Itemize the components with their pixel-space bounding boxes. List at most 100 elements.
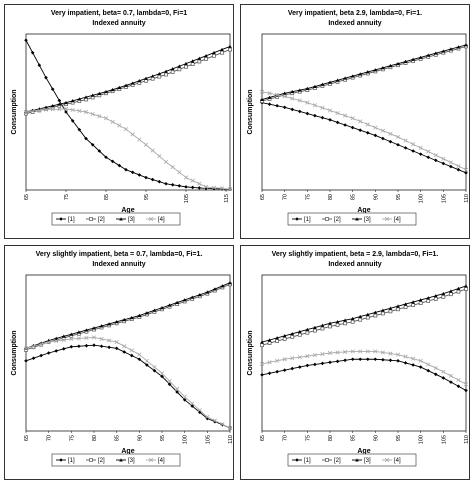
series-line-3 [261,285,467,343]
data-point [183,175,189,180]
data-point [456,163,461,169]
chart-subtitle: Indexed annuity [328,261,381,268]
data-point [411,142,416,147]
data-point [30,50,35,55]
data-point [297,329,302,334]
data-point [107,322,111,326]
data-point [90,93,95,97]
data-point [190,401,195,406]
data-point [61,334,66,338]
data-point [104,155,108,160]
series-markers-3 [24,44,232,114]
data-point [350,116,355,121]
data-point [388,131,393,136]
legend-swatch-marker [355,217,359,221]
series-line-2 [261,46,467,102]
data-point [313,328,317,333]
data-point [157,154,162,159]
data-point [464,171,468,175]
data-point [114,320,119,324]
data-point [305,86,310,91]
data-point [373,133,378,138]
legend-swatch-marker [89,458,93,462]
data-point [220,47,224,52]
data-point [403,138,408,143]
data-point [426,149,431,154]
data-point [97,114,102,119]
legend-label: [1] [304,458,311,464]
chart-panel-3: Very slightly impatient, beta = 0.7, lam… [4,245,234,480]
data-point [170,183,175,187]
data-point [297,88,302,92]
data-point [259,89,265,94]
data-point [312,352,317,358]
data-point [84,335,89,341]
data-point [220,284,225,288]
chart-title: Very impatient, beta 2.9, lambda=0, Fi=1… [288,10,422,17]
data-point [373,68,378,72]
data-point [290,331,295,336]
data-point [84,136,88,141]
data-point [350,319,355,324]
data-point [159,371,165,376]
data-point [380,128,385,133]
data-point [114,346,119,351]
series-markers-4 [23,335,233,430]
data-point [144,358,149,363]
data-point [219,186,225,191]
data-point [220,50,224,55]
data-point [117,123,122,128]
x-tick-label: 90 [373,435,379,441]
legend-label: [3] [364,458,371,464]
data-point [182,398,187,402]
data-point [433,158,438,163]
data-point [150,148,155,153]
data-point [275,358,280,363]
data-point [157,179,162,184]
data-point [227,187,233,192]
data-point [130,132,135,137]
data-point [290,356,295,361]
data-point [212,418,217,423]
data-point [449,292,453,297]
data-point [205,290,210,294]
legend-label: [4] [158,458,165,464]
data-point [403,354,408,359]
data-point [358,317,363,322]
data-point [90,142,95,147]
x-tick-label: 70 [283,435,289,441]
data-point [418,298,423,302]
data-point [83,109,89,115]
series-line-1 [261,358,467,391]
data-point [433,51,438,55]
data-point [92,326,96,330]
data-point [290,89,295,94]
data-point [388,309,393,314]
x-tick-label: 110 [228,435,234,444]
data-point [84,328,89,332]
data-point [117,163,122,168]
data-point [170,70,175,74]
x-tick-label: 85 [351,435,357,441]
data-point [137,79,142,83]
data-point [449,47,453,51]
data-point [129,348,134,353]
data-point [373,310,378,314]
chart-title: Very impatient, beta= 0.7, lambda=0, Fi=… [51,10,187,17]
data-point [50,107,55,112]
data-point [197,410,202,415]
data-point [433,372,438,377]
data-point [448,160,453,165]
data-point [61,337,66,343]
data-point [77,330,81,334]
data-point [313,325,317,329]
data-point [107,338,112,343]
data-point [130,81,135,85]
data-point [320,105,325,110]
data-point [320,82,325,86]
series-line-3 [261,44,467,100]
data-point [212,50,216,55]
data-point [177,170,182,175]
data-point [433,297,438,301]
data-point [144,175,148,180]
